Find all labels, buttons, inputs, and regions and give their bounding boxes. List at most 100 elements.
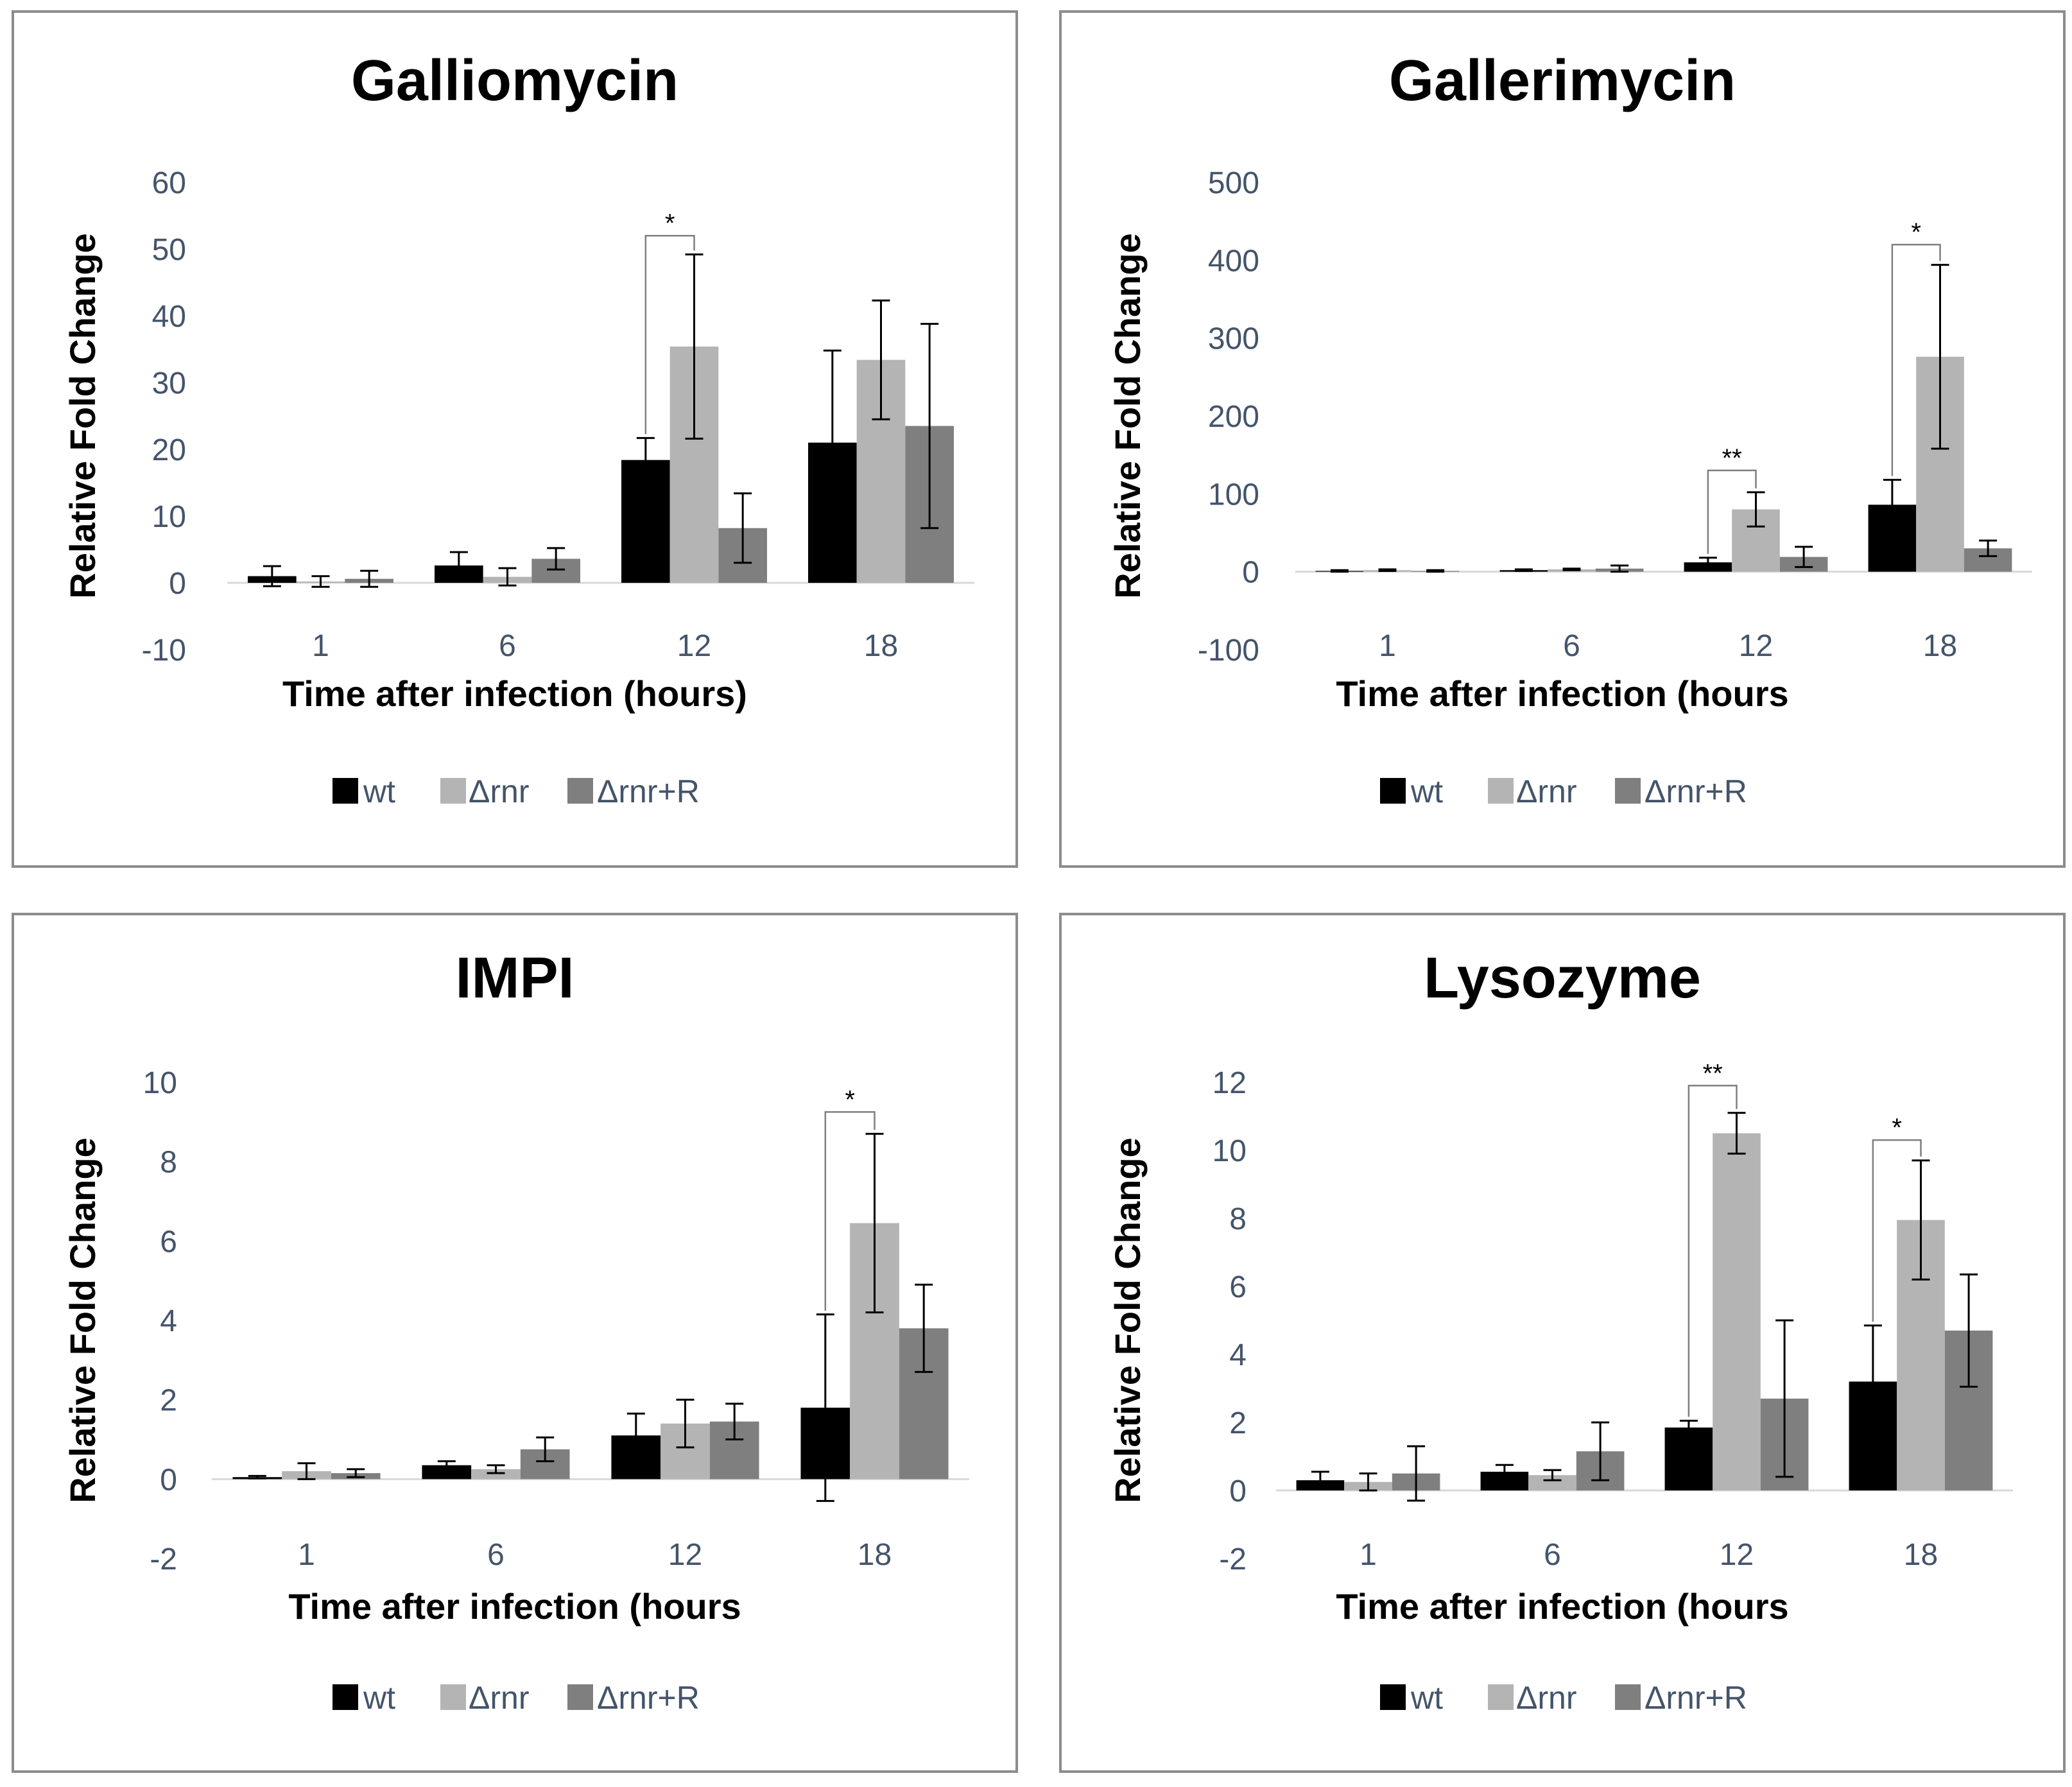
y-tick-label: 4 — [160, 1304, 177, 1338]
panel-galliomycin: Galliomycin -10 0 10 20 30 40 50 60 Relative Fold… — [12, 10, 1018, 868]
x-tick-label: 1 — [1379, 629, 1396, 663]
significance-bracket — [1872, 1139, 1922, 1322]
legend-label: Δrnr — [1516, 773, 1577, 809]
legend-swatch — [1615, 1684, 1641, 1710]
x-tick-label: 1 — [298, 1538, 315, 1572]
x-tick-label: 18 — [1923, 629, 1957, 663]
y-tick-label: 60 — [152, 166, 186, 200]
x-tick-label: 12 — [677, 629, 711, 663]
legend-swatch — [567, 1684, 593, 1710]
legend-swatch — [1488, 1684, 1514, 1710]
legend-label: wt — [1410, 1680, 1443, 1716]
y-axis-label: Relative Fold Change — [1107, 1137, 1148, 1503]
x-axis-label: Time after infection (hours) — [282, 673, 747, 714]
legend-swatch — [1380, 1684, 1406, 1710]
chart-title: Gallerimycin — [1389, 49, 1736, 113]
legend-swatch — [1488, 778, 1514, 804]
x-tick-label: 12 — [668, 1538, 702, 1572]
legend-swatch — [567, 778, 593, 804]
y-tick-label: 8 — [1229, 1202, 1247, 1236]
y-tick-label: 2 — [160, 1384, 177, 1418]
y-tick-label: -100 — [1198, 634, 1259, 668]
y-tick-label: 400 — [1208, 244, 1259, 278]
legend-swatch — [1380, 778, 1406, 804]
x-axis-label: Time after infection (hours — [1336, 673, 1788, 714]
y-tick-label: 4 — [1229, 1338, 1247, 1372]
y-tick-label: 30 — [152, 367, 186, 401]
panel-frame — [1059, 10, 2066, 868]
legend-label: Δrnr+R — [597, 1680, 700, 1716]
x-tick-label: 6 — [487, 1538, 505, 1572]
chart-title: Lysozyme — [1424, 946, 1701, 1010]
y-tick-label: -10 — [142, 634, 186, 668]
chart-title: IMPI — [455, 946, 574, 1010]
y-tick-label: 300 — [1208, 322, 1259, 356]
significance-bracket — [824, 1111, 876, 1311]
y-axis-label: Relative Fold Change — [62, 1137, 103, 1503]
legend-label: Δrnr — [469, 773, 530, 809]
y-tick-label: 6 — [160, 1225, 177, 1259]
panel-frame — [12, 913, 1018, 1773]
bar — [1713, 1133, 1761, 1490]
x-axis-label: Time after infection (hours — [1336, 1586, 1788, 1627]
significance-bracket — [1707, 469, 1757, 554]
y-axis-label: Relative Fold Change — [1107, 233, 1148, 598]
bar — [1664, 1427, 1713, 1490]
legend-label: wt — [363, 773, 395, 809]
x-axis-label: Time after infection (hours — [288, 1586, 741, 1627]
significance-marker: * — [1892, 1114, 1902, 1142]
y-tick-label: 12 — [1213, 1066, 1247, 1100]
y-tick-label: -2 — [150, 1542, 177, 1576]
legend-swatch — [1615, 778, 1641, 804]
bar — [471, 1469, 521, 1480]
legend-swatch — [332, 778, 358, 804]
y-tick-label: 10 — [143, 1066, 177, 1100]
significance-marker: ** — [1703, 1059, 1723, 1087]
significance-bracket — [1688, 1085, 1738, 1417]
y-tick-label: 0 — [169, 567, 186, 601]
bar — [1528, 1475, 1576, 1490]
legend-swatch — [440, 778, 466, 804]
legend-label: wt — [363, 1680, 395, 1716]
y-tick-label: 0 — [160, 1463, 177, 1497]
y-tick-label: 20 — [152, 433, 186, 467]
y-tick-label: 500 — [1208, 166, 1259, 200]
y-tick-label: 50 — [152, 233, 186, 267]
legend-label: Δrnr — [469, 1680, 530, 1716]
panel-gallerimycin: Gallerimycin -100 0 100 200 300 400 500 Relative… — [1059, 10, 2066, 868]
significance-marker: * — [665, 209, 675, 237]
x-tick-label: 18 — [864, 629, 898, 663]
x-tick-label: 12 — [1720, 1538, 1754, 1572]
y-tick-label: 200 — [1208, 400, 1259, 434]
y-tick-label: 6 — [1229, 1270, 1247, 1304]
bar — [422, 1465, 472, 1480]
legend-label: Δrnr+R — [597, 773, 700, 809]
x-tick-label: 6 — [1563, 629, 1580, 663]
significance-bracket — [644, 234, 695, 435]
y-tick-label: 0 — [1229, 1474, 1247, 1508]
legend-label: Δrnr+R — [1645, 1680, 1747, 1716]
y-tick-label: 0 — [1242, 556, 1259, 590]
x-tick-label: 1 — [1360, 1538, 1377, 1572]
y-tick-label: 8 — [160, 1146, 177, 1180]
chart-title: Galliomycin — [351, 49, 678, 113]
y-tick-label: 10 — [1213, 1134, 1247, 1168]
significance-marker: * — [1911, 218, 1921, 246]
y-tick-label: 40 — [152, 300, 186, 334]
legend-label: wt — [1410, 773, 1443, 809]
significance-bracket — [1891, 243, 1941, 476]
x-tick-label: 6 — [499, 629, 516, 663]
y-tick-label: -2 — [1219, 1542, 1247, 1576]
panel-lysozyme: Lysozyme -2 0 2 4 6 8 10 12 Relative Fold Change 1… — [1059, 913, 2066, 1773]
panel-impi: IMPI -2 0 2 4 6 8 10 Relative Fold Change 1 6 12 18 T… — [12, 913, 1018, 1773]
x-tick-label: 18 — [858, 1538, 892, 1572]
y-tick-label: 10 — [152, 500, 186, 534]
legend-swatch — [440, 1684, 466, 1710]
y-tick-label: 2 — [1229, 1406, 1247, 1440]
x-tick-label: 18 — [1904, 1538, 1938, 1572]
legend-label: Δrnr — [1516, 1680, 1577, 1716]
y-axis-label: Relative Fold Change — [62, 233, 103, 598]
y-tick-label: 100 — [1208, 478, 1259, 512]
x-tick-label: 1 — [312, 629, 329, 663]
